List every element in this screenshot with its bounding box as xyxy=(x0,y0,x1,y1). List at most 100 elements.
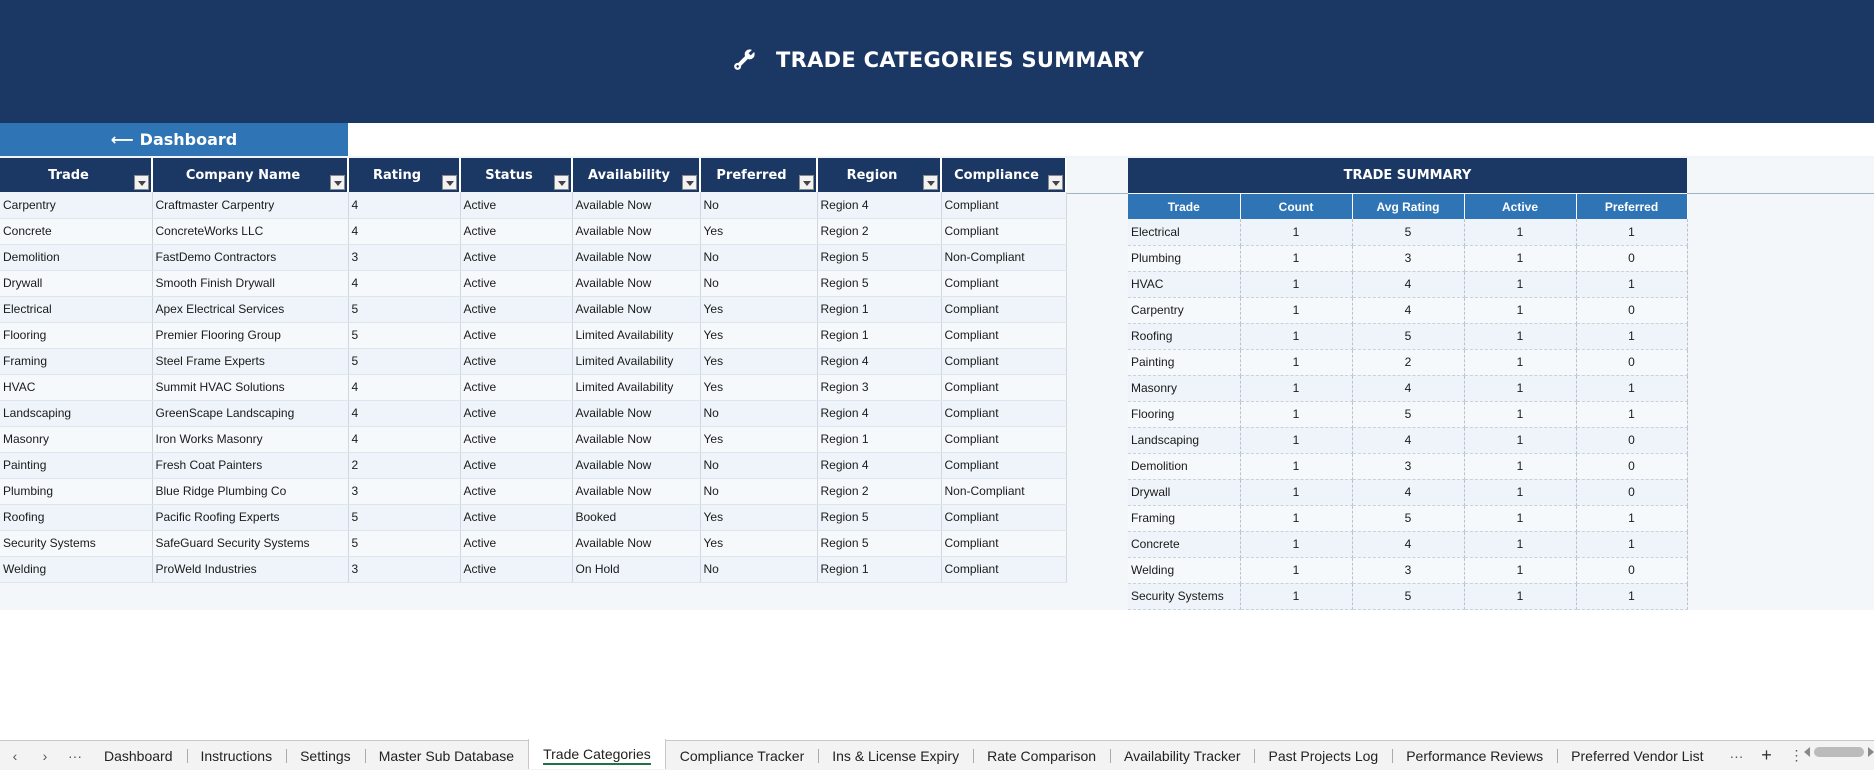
cell-availability[interactable]: Available Now xyxy=(572,270,701,297)
cell-availability[interactable]: Limited Availability xyxy=(572,374,701,401)
cell-status[interactable]: Active xyxy=(460,296,573,323)
summary-cell-active[interactable]: 1 xyxy=(1464,583,1577,610)
summary-header-count[interactable]: Count xyxy=(1240,194,1353,219)
cell-company-name[interactable]: Craftmaster Carpentry xyxy=(152,192,349,219)
summary-cell-preferred[interactable]: 0 xyxy=(1576,427,1688,454)
summary-cell-avg-rating[interactable]: 5 xyxy=(1352,219,1465,246)
summary-cell-avg-rating[interactable]: 4 xyxy=(1352,271,1465,298)
summary-cell-preferred[interactable]: 0 xyxy=(1576,453,1688,480)
cell-availability[interactable]: Available Now xyxy=(572,244,701,271)
cell-company-name[interactable]: Pacific Roofing Experts xyxy=(152,504,349,531)
summary-cell-active[interactable]: 1 xyxy=(1464,271,1577,298)
cell-availability[interactable]: Limited Availability xyxy=(572,348,701,375)
cell-company-name[interactable]: Smooth Finish Drywall xyxy=(152,270,349,297)
cell-rating[interactable]: 5 xyxy=(348,296,461,323)
filter-dropdown-icon[interactable] xyxy=(923,175,938,190)
cell-compliance[interactable]: Compliant xyxy=(941,374,1067,401)
summary-cell-count[interactable]: 1 xyxy=(1240,271,1353,298)
cell-company-name[interactable]: GreenScape Landscaping xyxy=(152,400,349,427)
cell-trade[interactable]: Welding xyxy=(0,556,153,583)
summary-cell-active[interactable]: 1 xyxy=(1464,297,1577,324)
summary-cell-preferred[interactable]: 1 xyxy=(1576,401,1688,428)
cell-trade[interactable]: Electrical xyxy=(0,296,153,323)
cell-company-name[interactable]: Summit HVAC Solutions xyxy=(152,374,349,401)
summary-cell-active[interactable]: 1 xyxy=(1464,219,1577,246)
cell-preferred[interactable]: Yes xyxy=(700,322,818,349)
cell-trade[interactable]: Plumbing xyxy=(0,478,153,505)
summary-cell-trade[interactable]: Security Systems xyxy=(1128,583,1241,610)
cell-trade[interactable]: Concrete xyxy=(0,218,153,245)
cell-trade[interactable]: Landscaping xyxy=(0,400,153,427)
summary-cell-active[interactable]: 1 xyxy=(1464,323,1577,350)
summary-cell-count[interactable]: 1 xyxy=(1240,453,1353,480)
tab-dashboard[interactable]: Dashboard xyxy=(90,741,187,770)
cell-status[interactable]: Active xyxy=(460,322,573,349)
horizontal-scrollbar[interactable] xyxy=(1804,747,1874,757)
summary-cell-active[interactable]: 1 xyxy=(1464,531,1577,558)
cell-rating[interactable]: 5 xyxy=(348,530,461,557)
summary-cell-avg-rating[interactable]: 5 xyxy=(1352,323,1465,350)
summary-cell-active[interactable]: 1 xyxy=(1464,349,1577,376)
cell-region[interactable]: Region 5 xyxy=(817,244,942,271)
tab-master-sub-database[interactable]: Master Sub Database xyxy=(364,741,528,770)
summary-cell-count[interactable]: 1 xyxy=(1240,219,1353,246)
summary-cell-avg-rating[interactable]: 4 xyxy=(1352,427,1465,454)
cell-availability[interactable]: Booked xyxy=(572,504,701,531)
cell-region[interactable]: Region 2 xyxy=(817,218,942,245)
cell-company-name[interactable]: Blue Ridge Plumbing Co xyxy=(152,478,349,505)
tab-rate-comparison[interactable]: Rate Comparison xyxy=(973,741,1110,770)
summary-cell-trade[interactable]: Carpentry xyxy=(1128,297,1241,324)
cell-availability[interactable]: Available Now xyxy=(572,426,701,453)
cell-rating[interactable]: 4 xyxy=(348,400,461,427)
cell-region[interactable]: Region 4 xyxy=(817,400,942,427)
cell-rating[interactable]: 4 xyxy=(348,426,461,453)
summary-cell-avg-rating[interactable]: 2 xyxy=(1352,349,1465,376)
cell-trade[interactable]: Flooring xyxy=(0,322,153,349)
cell-compliance[interactable]: Compliant xyxy=(941,504,1067,531)
summary-cell-active[interactable]: 1 xyxy=(1464,245,1577,272)
cell-trade[interactable]: Roofing xyxy=(0,504,153,531)
cell-preferred[interactable]: Yes xyxy=(700,218,818,245)
cell-compliance[interactable]: Compliant xyxy=(941,452,1067,479)
summary-cell-count[interactable]: 1 xyxy=(1240,323,1353,350)
cell-rating[interactable]: 5 xyxy=(348,322,461,349)
summary-cell-preferred[interactable]: 1 xyxy=(1576,219,1688,246)
summary-header-active[interactable]: Active xyxy=(1464,194,1577,219)
cell-preferred[interactable]: Yes xyxy=(700,426,818,453)
tab-instructions[interactable]: Instructions xyxy=(186,741,287,770)
summary-cell-avg-rating[interactable]: 3 xyxy=(1352,453,1465,480)
summary-cell-preferred[interactable]: 1 xyxy=(1576,531,1688,558)
summary-cell-preferred[interactable]: 1 xyxy=(1576,323,1688,350)
summary-cell-trade[interactable]: Roofing xyxy=(1128,323,1241,350)
cell-trade[interactable]: Demolition xyxy=(0,244,153,271)
cell-preferred[interactable]: No xyxy=(700,400,818,427)
cell-preferred[interactable]: Yes xyxy=(700,296,818,323)
summary-header-avg-rating[interactable]: Avg Rating xyxy=(1352,194,1465,219)
filter-dropdown-icon[interactable] xyxy=(1048,175,1063,190)
column-header-availability[interactable]: Availability xyxy=(572,158,701,192)
summary-cell-trade[interactable]: Flooring xyxy=(1128,401,1241,428)
tab-trade-categories[interactable]: Trade Categories xyxy=(528,738,666,769)
tab-availability-tracker[interactable]: Availability Tracker xyxy=(1110,741,1254,770)
column-header-compliance[interactable]: Compliance xyxy=(941,158,1067,192)
tab-more-left-button[interactable]: ··· xyxy=(68,747,82,764)
summary-cell-avg-rating[interactable]: 4 xyxy=(1352,375,1465,402)
add-sheet-button[interactable]: + xyxy=(1761,745,1772,765)
summary-cell-trade[interactable]: Masonry xyxy=(1128,375,1241,402)
summary-cell-active[interactable]: 1 xyxy=(1464,505,1577,532)
cell-compliance[interactable]: Compliant xyxy=(941,556,1067,583)
cell-availability[interactable]: Available Now xyxy=(572,478,701,505)
cell-trade[interactable]: Framing xyxy=(0,348,153,375)
cell-company-name[interactable]: Steel Frame Experts xyxy=(152,348,349,375)
cell-availability[interactable]: Available Now xyxy=(572,296,701,323)
summary-cell-preferred[interactable]: 1 xyxy=(1576,375,1688,402)
cell-compliance[interactable]: Compliant xyxy=(941,530,1067,557)
filter-dropdown-icon[interactable] xyxy=(442,175,457,190)
cell-rating[interactable]: 5 xyxy=(348,348,461,375)
cell-availability[interactable]: On Hold xyxy=(572,556,701,583)
cell-status[interactable]: Active xyxy=(460,478,573,505)
cell-rating[interactable]: 3 xyxy=(348,556,461,583)
summary-cell-preferred[interactable]: 0 xyxy=(1576,557,1688,584)
cell-company-name[interactable]: FastDemo Contractors xyxy=(152,244,349,271)
summary-cell-preferred[interactable]: 1 xyxy=(1576,271,1688,298)
